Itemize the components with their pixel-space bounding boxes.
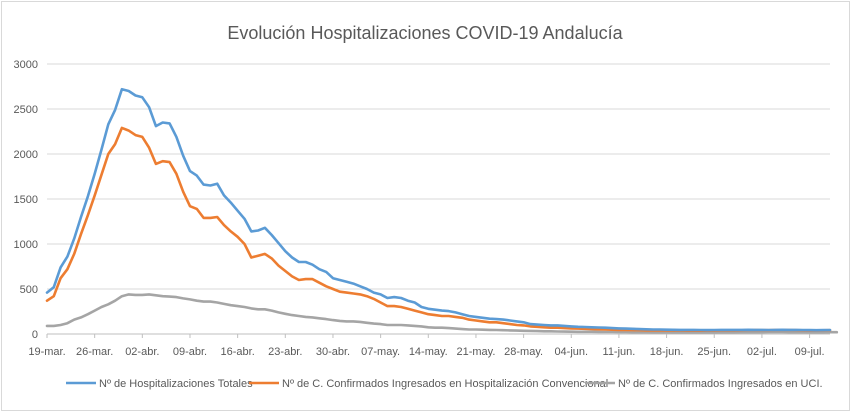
x-tick-label: 02-jul. [747, 346, 777, 358]
x-tick-label: 11-jun. [603, 346, 636, 358]
x-tick-label: 18-jun. [650, 346, 684, 358]
series-lines [45, 87, 839, 334]
x-tick-label: 09-abr. [173, 346, 207, 358]
series-line-3 [45, 293, 839, 334]
x-tick-label: 04-jun. [554, 346, 588, 358]
y-tick-label: 2500 [14, 104, 38, 116]
x-tick-label: 25-jun. [697, 346, 731, 358]
legend-label: Nº de C. Confirmados Ingresados en UCI. [618, 378, 823, 390]
y-tick-label: 2000 [14, 149, 38, 161]
x-tick-label: 28-may. [504, 346, 543, 358]
y-tick-label: 1000 [14, 239, 38, 251]
series-line-1 [45, 87, 832, 332]
x-tick-label: 09-jul. [795, 346, 825, 358]
x-tick-label: 16-abr. [221, 346, 255, 358]
x-tick-label: 23-abr. [268, 346, 302, 358]
x-tick-label: 14-may. [409, 346, 448, 358]
x-tick-label: 26-mar. [76, 346, 113, 358]
chart-title: Evolución Hospitalizaciones COVID-19 And… [227, 23, 623, 43]
x-tick-label: 02-abr. [125, 346, 159, 358]
x-tick-label: 19-mar. [28, 346, 65, 358]
y-tick-label: 0 [32, 329, 38, 341]
y-tick-label: 1500 [14, 194, 38, 206]
y-tick-label: 500 [20, 284, 38, 296]
gridlines [47, 63, 830, 335]
y-tick-label: 3000 [14, 59, 38, 71]
series-line-2 [45, 126, 832, 333]
legend: Nº de Hospitalizaciones Totales Nº de C. … [66, 378, 823, 390]
legend-label: Nº de Hospitalizaciones Totales [99, 378, 253, 390]
x-tick-label: 30-abr. [316, 346, 350, 358]
legend-label: Nº de C. Confirmados Ingresados en Hospi… [282, 378, 608, 390]
x-axis: 19-mar. 26-mar. 02-abr. 09-abr. 16-abr. 23-ab… [28, 334, 825, 358]
x-tick-label: 07-may. [361, 346, 400, 358]
x-tick-label: 21-may. [456, 346, 495, 358]
y-axis: 0 500 1000 1500 2000 2500 3000 [14, 59, 38, 341]
